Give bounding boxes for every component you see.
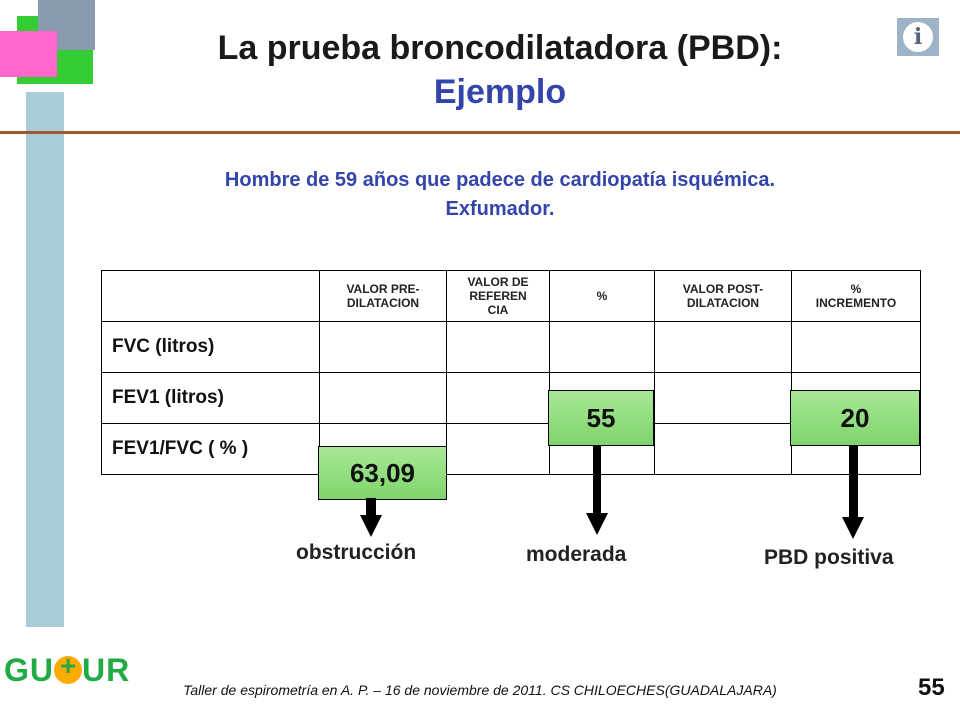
slide-footer: Taller de espirometría en A. P. – 16 de …: [183, 682, 777, 698]
table-header-cell: [101, 270, 320, 322]
arrow-obstruction-shaft: [366, 498, 376, 516]
arrow-down-icon: [360, 515, 382, 537]
slide-subtitle: Ejemplo: [433, 73, 567, 111]
case-description-line2: Exfumador.: [445, 198, 555, 220]
row-label: FVC (litros): [101, 321, 320, 373]
row-label: FEV1 (litros): [101, 372, 320, 424]
table-header-row: VALOR PRE- DILATACION VALOR DE REFEREN C…: [101, 270, 921, 322]
table-header-cell: % INCREMENTO: [791, 270, 921, 322]
conclusion-pbd-positive: PBD positiva: [764, 546, 894, 569]
page-number: 55: [918, 674, 945, 701]
table-cell: [654, 321, 792, 373]
ratio-pre-value: 63,09: [318, 446, 447, 500]
info-button[interactable]: i: [897, 18, 939, 56]
table-cell: [319, 372, 447, 424]
table-row: FEV1 (litros): [101, 372, 921, 424]
table-cell: [791, 321, 921, 373]
conclusion-moderate: moderada: [526, 543, 627, 566]
table-cell: [549, 321, 655, 373]
table-cell: [446, 321, 550, 373]
table-cell: [319, 321, 447, 373]
arrow-down-icon: [842, 517, 864, 539]
gusur-logo: GU UR: [4, 650, 131, 689]
table-cell: [654, 423, 792, 475]
table-header-cell: %: [549, 270, 655, 322]
decor-vertical-bar: [26, 92, 64, 627]
logo-text-left: GU: [4, 652, 54, 688]
table-row: FVC (litros): [101, 321, 921, 373]
fev1-increment-value: 20: [790, 390, 920, 446]
info-icon: i: [903, 22, 933, 52]
conclusion-obstruction: obstrucción: [296, 541, 417, 564]
arrow-down-icon: [586, 513, 608, 535]
table-header-cell: VALOR POST- DILATACION: [654, 270, 792, 322]
table-header-cell: VALOR DE REFEREN CIA: [446, 270, 550, 322]
arrow-pbd-shaft: [849, 446, 858, 518]
case-description-line1: Hombre de 59 años que padece de cardiopa…: [224, 169, 776, 191]
arrow-moderate-shaft: [593, 446, 601, 514]
table-header-cell: VALOR PRE- DILATACION: [319, 270, 447, 322]
title-divider: [0, 131, 960, 134]
row-label: FEV1/FVC ( % ): [101, 423, 320, 475]
table-cell: [446, 372, 550, 424]
case-description: Hombre de 59 años que padece de cardiopa…: [100, 166, 900, 224]
logo-cross-icon: [54, 650, 82, 684]
table-cell: [654, 372, 792, 424]
decor-square-pink: [0, 31, 57, 77]
logo-text-right: UR: [82, 652, 131, 688]
slide-title: La prueba broncodilatadora (PBD):: [217, 29, 783, 67]
table-cell: [446, 423, 550, 475]
fev1-percent-value: 55: [548, 390, 654, 446]
